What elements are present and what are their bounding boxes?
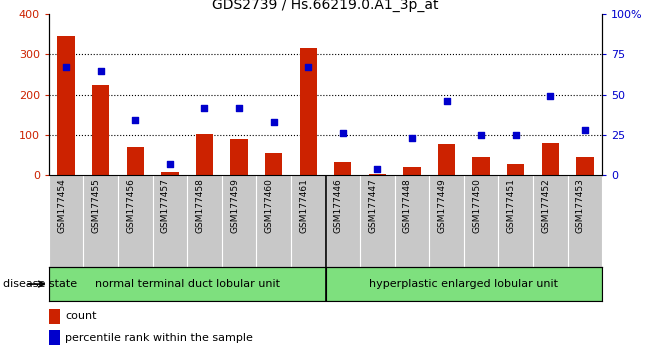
Text: hyperplastic enlarged lobular unit: hyperplastic enlarged lobular unit (369, 279, 559, 289)
Text: disease state: disease state (3, 279, 77, 289)
Text: GSM177453: GSM177453 (576, 178, 585, 233)
Bar (404, 167, 421, 175)
Point (441, 98, 452, 104)
Text: GSM177452: GSM177452 (541, 178, 550, 233)
Bar (473, 157, 490, 175)
Bar (230, 139, 247, 175)
Text: GSM177454: GSM177454 (57, 178, 66, 233)
Text: normal terminal duct lobular unit: normal terminal duct lobular unit (94, 279, 280, 289)
Point (199, 105, 210, 110)
Text: GSM177461: GSM177461 (299, 178, 308, 233)
Point (579, 127, 590, 133)
Text: GSM177448: GSM177448 (403, 178, 412, 233)
Bar (49, 330, 60, 345)
Point (96, 68, 106, 73)
Point (165, 161, 175, 167)
Bar (326, 267, 602, 301)
Bar (507, 164, 524, 175)
Bar (161, 172, 178, 175)
Bar (127, 147, 144, 175)
Bar (49, 267, 326, 301)
Bar (196, 134, 213, 175)
Text: GSM177446: GSM177446 (334, 178, 343, 233)
Text: GSM177450: GSM177450 (472, 178, 481, 233)
Point (303, 64, 313, 70)
Text: GSM177458: GSM177458 (195, 178, 204, 233)
Point (545, 93, 555, 99)
Text: GSM177457: GSM177457 (161, 178, 170, 233)
Text: GSM177460: GSM177460 (264, 178, 273, 233)
Point (61, 64, 72, 70)
Bar (92, 85, 109, 175)
Bar (438, 144, 455, 175)
Title: GDS2739 / Hs.66219.0.A1_3p_at: GDS2739 / Hs.66219.0.A1_3p_at (212, 0, 439, 12)
Point (130, 118, 141, 123)
Bar (576, 157, 594, 175)
Text: count: count (65, 311, 97, 321)
Text: GSM177447: GSM177447 (368, 178, 378, 233)
Point (407, 135, 417, 141)
Bar (49, 309, 60, 324)
Bar (265, 153, 283, 175)
Text: GSM177456: GSM177456 (126, 178, 135, 233)
Bar (542, 143, 559, 175)
Text: GSM177455: GSM177455 (92, 178, 101, 233)
Text: GSM177459: GSM177459 (230, 178, 239, 233)
Point (476, 132, 486, 138)
Bar (299, 48, 317, 175)
Bar (334, 162, 352, 175)
Bar (57, 36, 75, 175)
Point (234, 105, 244, 110)
Point (268, 119, 279, 125)
Text: percentile rank within the sample: percentile rank within the sample (65, 332, 253, 343)
Text: GSM177451: GSM177451 (506, 178, 516, 233)
Point (372, 166, 383, 172)
Point (510, 132, 521, 138)
Text: GSM177449: GSM177449 (437, 178, 447, 233)
Point (338, 131, 348, 136)
